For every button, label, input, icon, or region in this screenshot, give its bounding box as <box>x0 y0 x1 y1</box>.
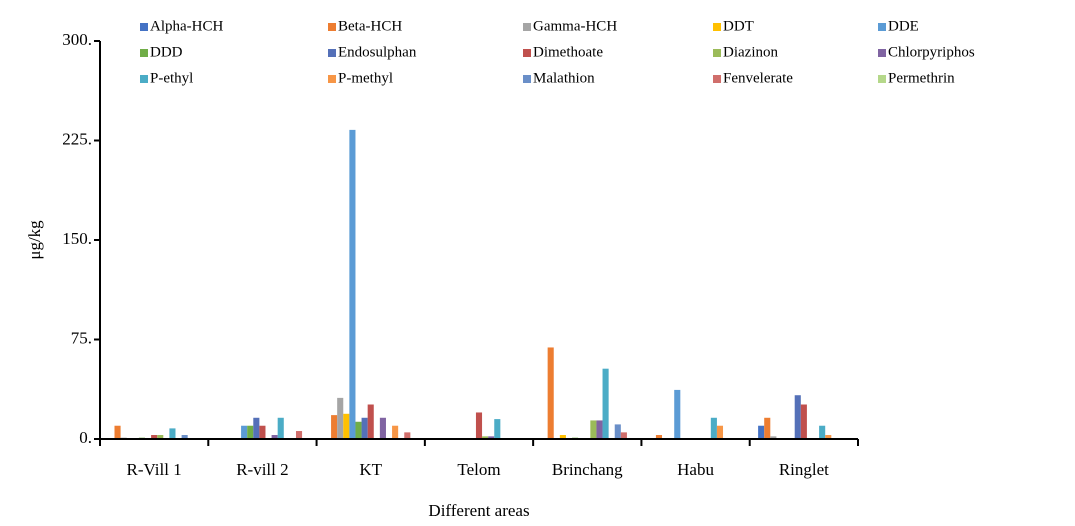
legend-swatch <box>140 75 148 83</box>
legend-swatch <box>328 49 336 57</box>
y-tick-label: 75. <box>71 328 92 347</box>
bar <box>800 404 807 439</box>
bar <box>547 347 554 439</box>
bar <box>475 412 483 439</box>
y-axis-title: μg/kg <box>25 220 44 260</box>
x-tick-label: R-vill 2 <box>236 460 288 479</box>
bar <box>614 424 621 439</box>
legend-label: P-methyl <box>338 70 393 86</box>
legend-swatch <box>523 75 531 83</box>
bar <box>277 417 284 439</box>
legend-label: Endosulphan <box>338 44 417 60</box>
bar <box>349 129 356 440</box>
x-axis-title: Different areas <box>428 501 529 520</box>
legend-swatch <box>878 75 886 83</box>
bar <box>392 425 399 439</box>
legend-label: Dimethoate <box>533 44 603 60</box>
bar <box>169 428 176 439</box>
bar <box>331 415 338 439</box>
legend-swatch <box>523 49 531 57</box>
legend-swatch <box>523 23 531 31</box>
bar <box>379 417 386 439</box>
x-tick-label: Ringlet <box>779 460 829 479</box>
bar <box>151 435 158 439</box>
bar <box>716 425 724 439</box>
bar <box>590 420 597 439</box>
y-tick-label: 150. <box>62 229 92 248</box>
legend-swatch <box>713 23 721 31</box>
bar <box>710 417 717 439</box>
x-tick-label: Telom <box>457 460 500 479</box>
bar <box>819 425 826 439</box>
legend-label: DDD <box>150 44 183 60</box>
bar <box>488 436 495 439</box>
bar <box>764 417 771 439</box>
bar <box>361 417 368 439</box>
bar <box>114 425 121 439</box>
bar <box>825 435 832 439</box>
legend-swatch <box>713 75 721 83</box>
bar <box>253 417 260 439</box>
bar <box>602 368 609 439</box>
legend-label: Malathion <box>533 70 595 86</box>
legend-label: Gamma-HCH <box>533 18 617 34</box>
x-tick-label: KT <box>359 460 382 479</box>
bar <box>157 435 164 439</box>
bar <box>259 425 266 439</box>
x-tick-label: R-Vill 1 <box>127 460 182 479</box>
legend-label: DDT <box>723 18 754 34</box>
bar <box>343 413 350 439</box>
bar <box>337 397 344 439</box>
legend-label: Chlorpyriphos <box>888 44 975 60</box>
bar <box>494 419 501 439</box>
legend-swatch <box>878 49 886 57</box>
legend-label: Fenvelerate <box>723 70 793 86</box>
bar <box>596 420 603 439</box>
bar <box>295 431 303 439</box>
y-tick-label: 225. <box>62 129 92 148</box>
bar <box>770 436 777 439</box>
legend-label: Diazinon <box>723 44 778 60</box>
legend-label: P-ethyl <box>150 70 193 86</box>
legend-label: Alpha-HCH <box>150 18 223 34</box>
bar <box>559 435 566 439</box>
legend-swatch <box>140 49 148 57</box>
bar <box>404 432 411 439</box>
y-tick-label: 300. <box>62 30 92 49</box>
x-tick-label: Brinchang <box>552 460 623 479</box>
bar <box>620 432 627 439</box>
bar <box>482 436 489 439</box>
bar <box>271 435 278 439</box>
x-tick-label: Habu <box>677 460 714 479</box>
legend-label: DDE <box>888 18 919 34</box>
bar <box>367 404 374 439</box>
legend-swatch <box>878 23 886 31</box>
bar <box>674 389 681 439</box>
legend-swatch <box>328 75 336 83</box>
bar <box>181 435 188 439</box>
bar <box>794 395 801 439</box>
legend-label: Permethrin <box>888 70 955 86</box>
bar <box>355 421 362 439</box>
legend-label: Beta-HCH <box>338 18 402 34</box>
bar <box>247 425 254 439</box>
bar <box>758 425 765 439</box>
legend-swatch <box>140 23 148 31</box>
legend-swatch <box>328 23 336 31</box>
bar <box>241 425 248 439</box>
bar <box>655 435 663 439</box>
legend-swatch <box>713 49 721 57</box>
y-tick-label: 0. <box>79 428 92 447</box>
